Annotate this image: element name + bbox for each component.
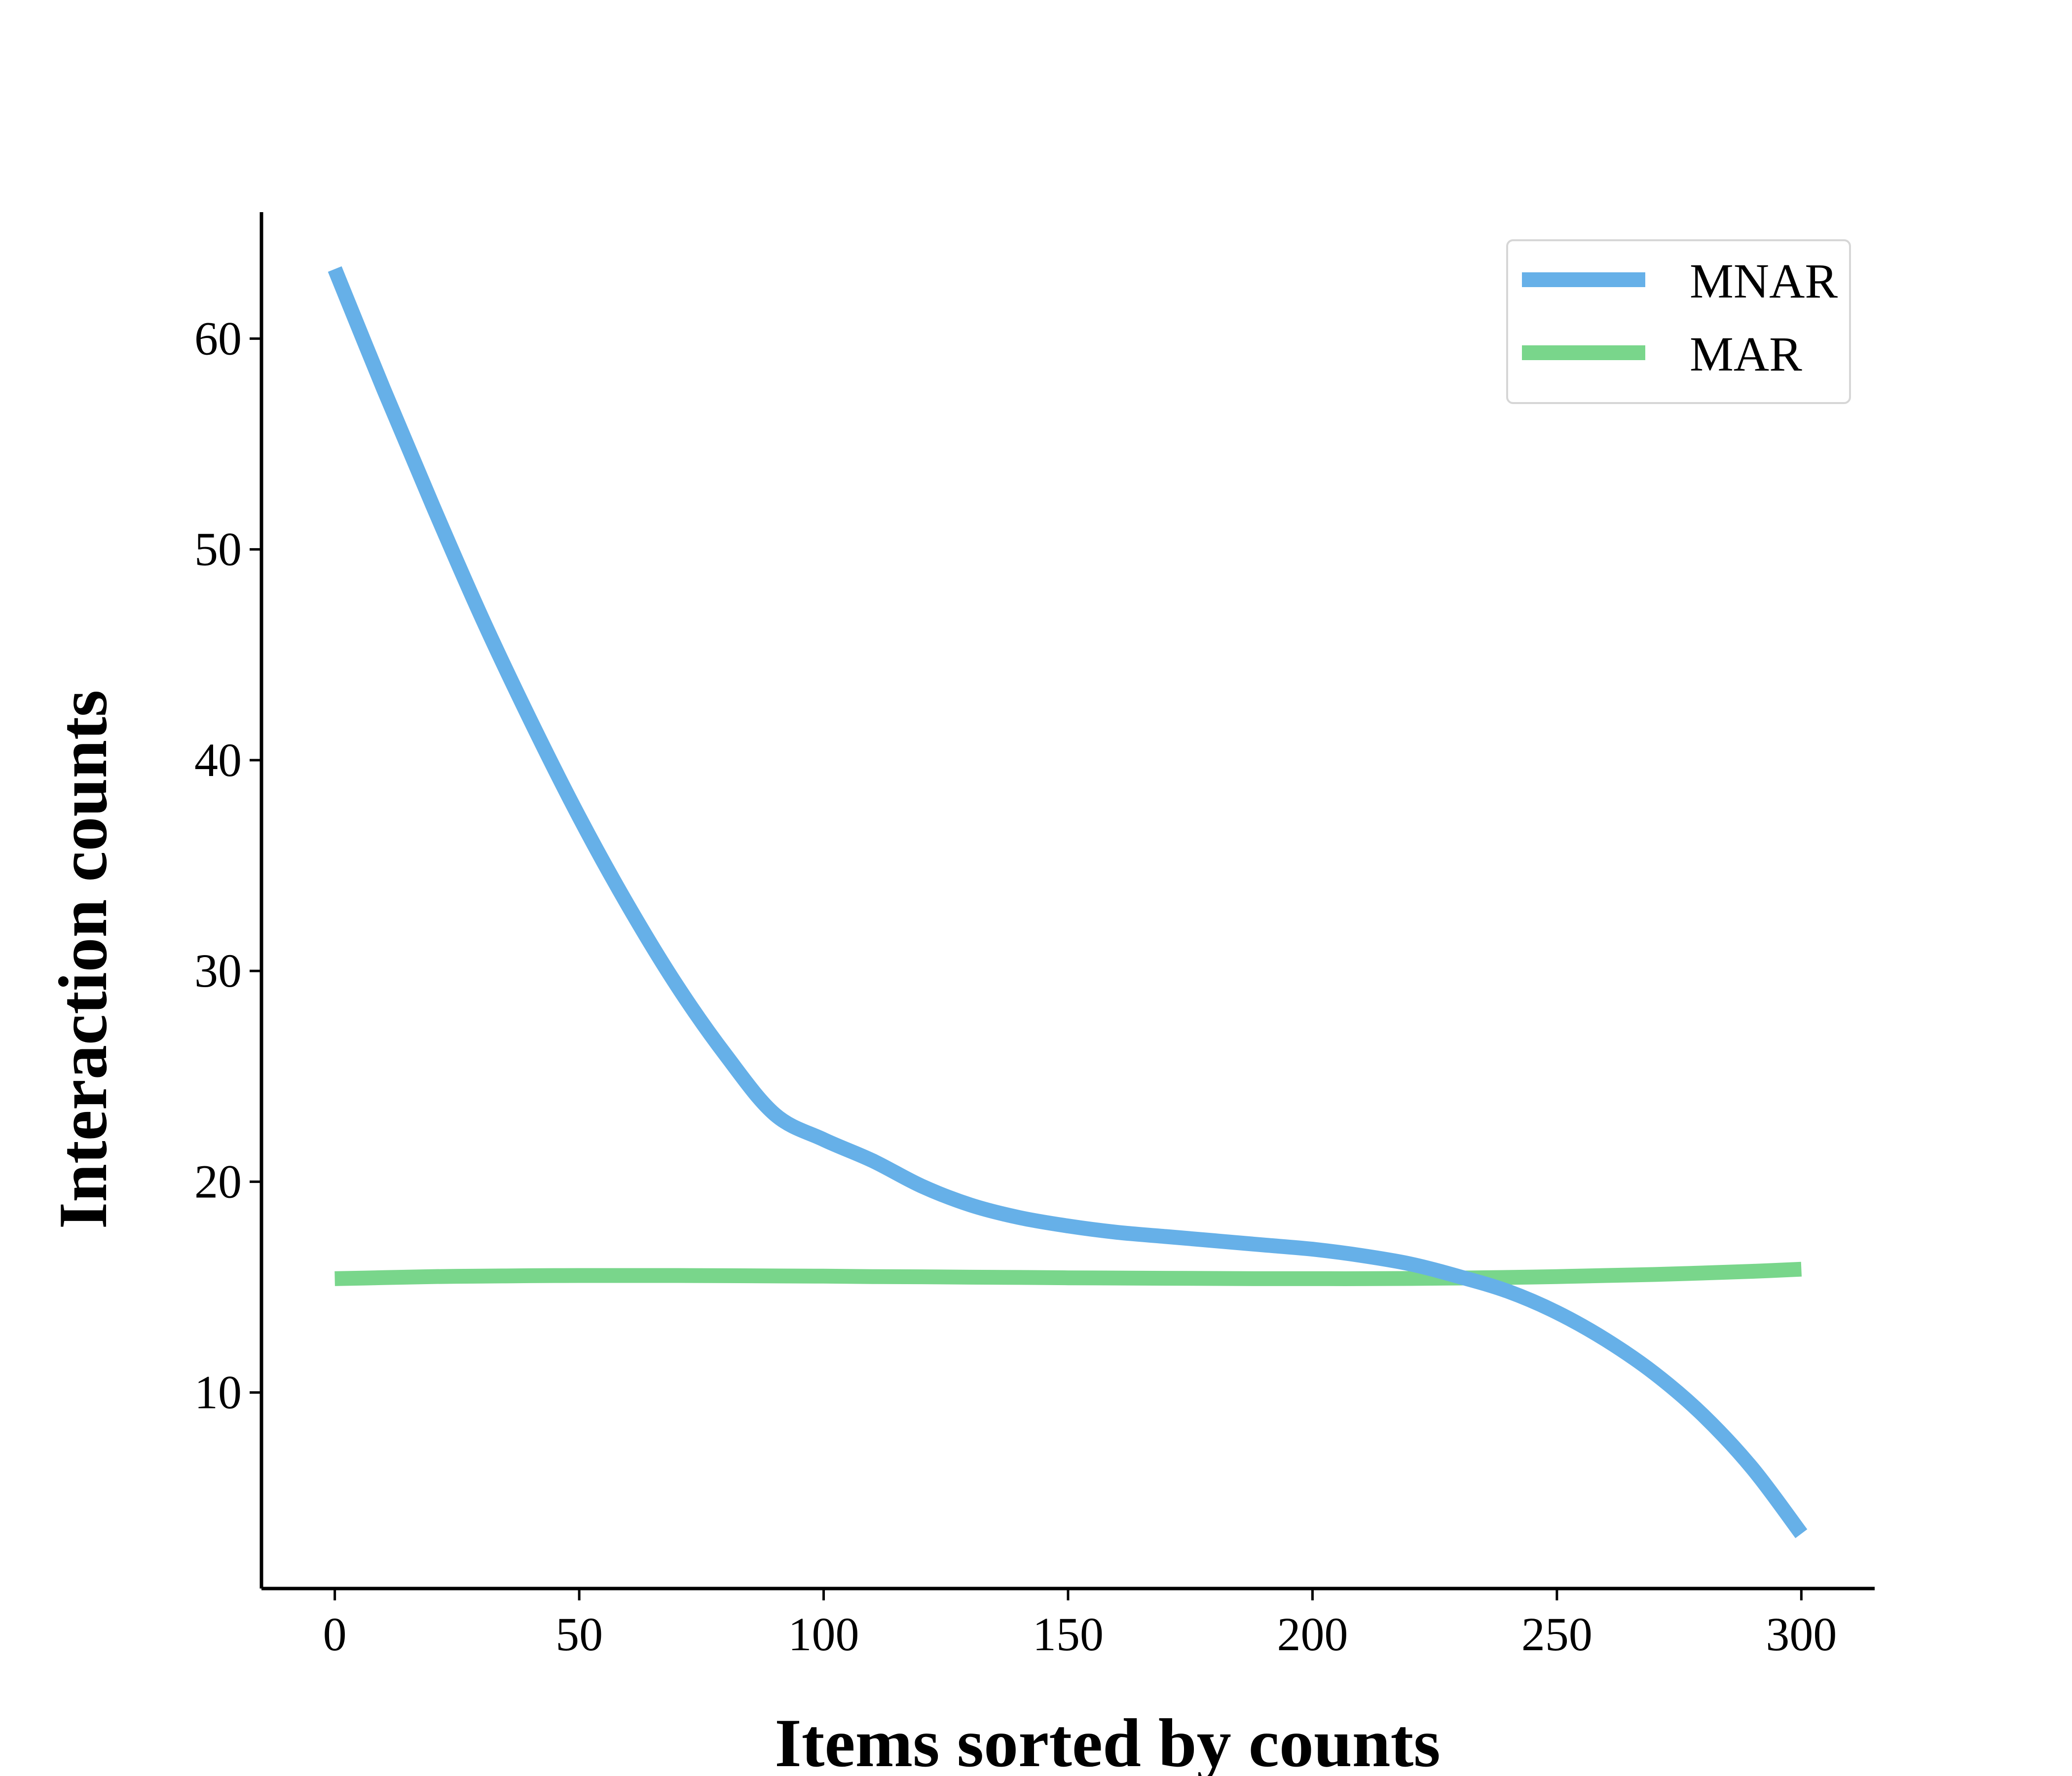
x-axis-title: Items sorted by counts (775, 1705, 1440, 1776)
x-ticks: 0 50 100 150 200 250 300 (323, 1589, 1837, 1661)
y-axis-title: Interaction counts (45, 690, 121, 1229)
y-tick-label: 30 (194, 944, 242, 997)
y-tick-label: 40 (194, 734, 242, 786)
x-tick-label: 250 (1521, 1608, 1592, 1661)
x-tick-label: 100 (788, 1608, 859, 1661)
x-tick-label: 300 (1766, 1608, 1837, 1661)
x-tick-label: 200 (1277, 1608, 1348, 1661)
series-layer (328, 266, 1808, 1538)
legend-label-mnar: MNAR (1690, 254, 1838, 308)
legend-label-mar: MAR (1690, 327, 1802, 381)
y-tick-label: 60 (194, 312, 242, 365)
x-tick-label: 0 (323, 1608, 347, 1661)
y-ticks: 10 20 30 40 50 60 (194, 312, 261, 1419)
y-tick-label: 10 (194, 1366, 242, 1419)
series-line-mar (334, 1261, 1802, 1286)
y-tick-label: 20 (194, 1155, 242, 1208)
y-tick-label: 50 (194, 523, 242, 576)
x-tick-label: 50 (555, 1608, 603, 1661)
legend: MNAR MAR (1506, 239, 1851, 404)
series-line-mnar (328, 266, 1808, 1538)
x-tick-label: 150 (1033, 1608, 1104, 1661)
